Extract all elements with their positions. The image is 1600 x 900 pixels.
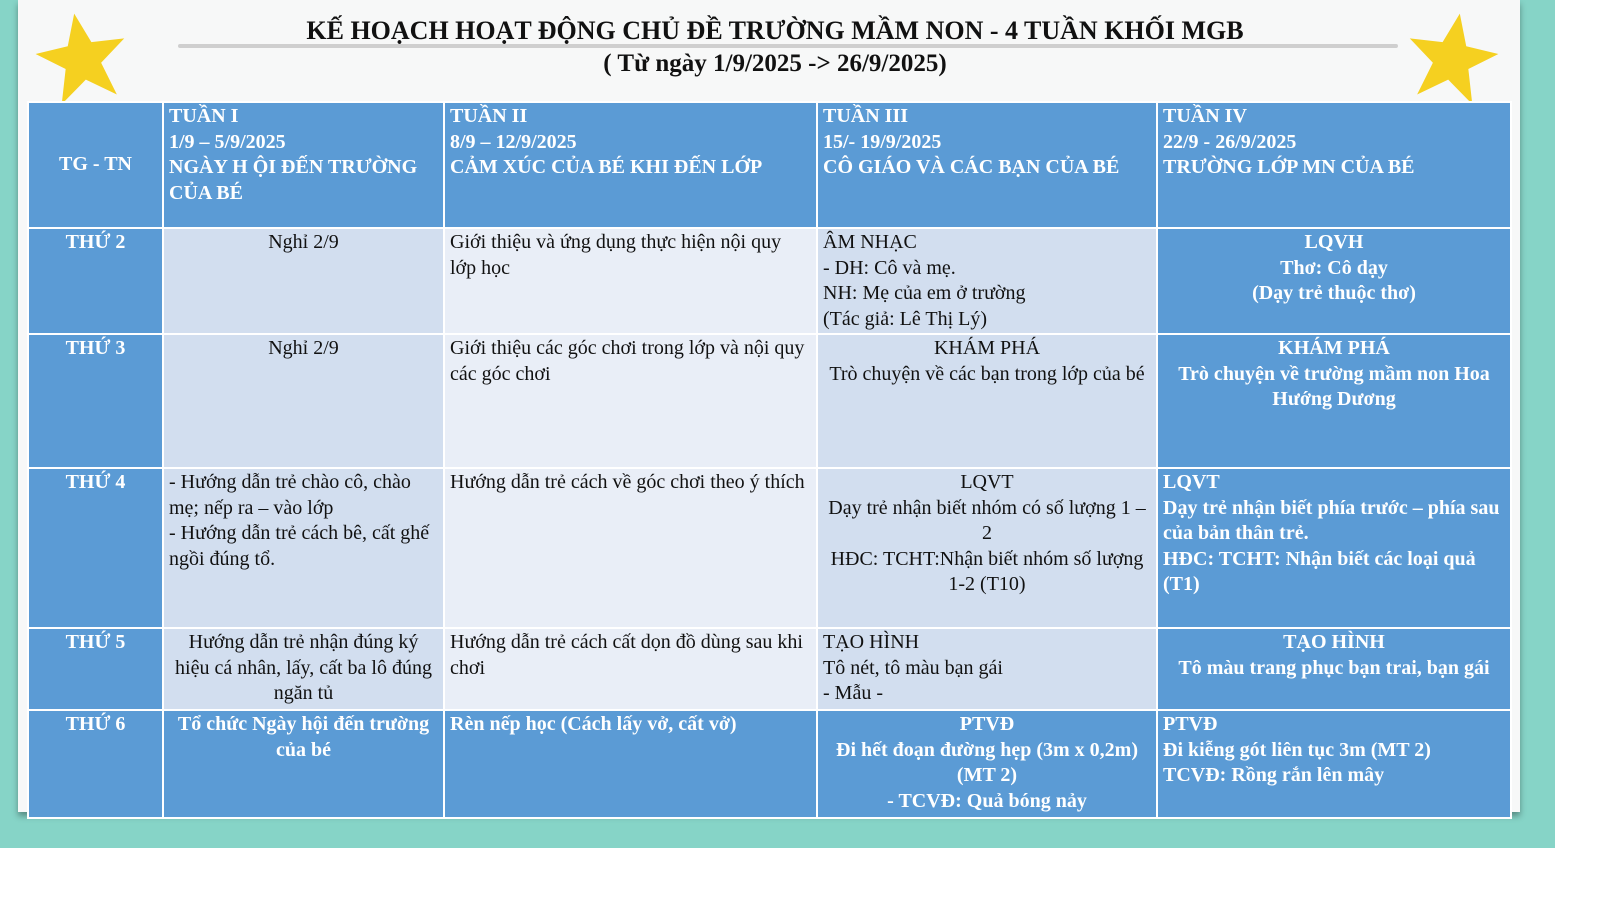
activity-cell: TẠO HÌNH Tô màu trang phục bạn trai, bạn… xyxy=(1156,627,1512,711)
week-label: TUẦN I xyxy=(169,105,239,127)
plan-table: TG - TN TUẦN I 1/9 – 5/9/2025 NGÀY H ỘI ĐẾN… xyxy=(27,101,1512,819)
day-cell: THỨ 3 xyxy=(27,333,164,469)
activity-cell: Hướng dẫn trẻ cách về góc chơi theo ý th… xyxy=(443,467,818,629)
week-theme: TRƯỜNG LỚP MN CỦA BÉ xyxy=(1163,156,1415,178)
page-title: KẾ HOẠCH HOẠT ĐỘNG CHỦ ĐỀ TRƯỜNG MẦM NON… xyxy=(306,16,1244,45)
activity-cell: PTVĐ Đi kiễng gót liên tục 3m (MT 2) TCV… xyxy=(1156,709,1512,819)
week-header: TUẦN I 1/9 – 5/9/2025 NGÀY H ỘI ĐẾN TRƯỜNG… xyxy=(162,101,445,229)
activity-cell: Rèn nếp học (Cách lấy vở, cất vở) xyxy=(443,709,818,819)
activity-cell: Hướng dẫn trẻ cách cất dọn đồ dùng sau k… xyxy=(443,627,818,711)
activity-cell: - Hướng dẫn trẻ chào cô, chào mẹ; nếp ra… xyxy=(162,467,445,629)
activity-cell: LQVT Dạy trẻ nhận biết nhóm có số lượng … xyxy=(816,467,1158,629)
week-dates: 15/- 19/9/2025 xyxy=(823,130,942,153)
day-cell: THỨ 4 xyxy=(27,467,164,629)
activity-cell: KHÁM PHÁ Trò chuyện về trường mầm non Ho… xyxy=(1156,333,1512,469)
week-header: TUẦN II 8/9 – 12/9/2025 CẢM XÚC CỦA BÉ KHI… xyxy=(443,101,818,229)
activity-cell: TẠO HÌNH Tô nét, tô màu bạn gái - Mẫu - xyxy=(816,627,1158,711)
week-label: TUẦN III xyxy=(823,105,909,127)
table-row: THỨ 5 Hướng dẫn trẻ nhận đúng ký hiệu cá … xyxy=(27,627,1512,711)
star-icon xyxy=(1409,13,1499,103)
week-header: TUẦN IV 22/9 - 26/9/2025 TRƯỜNG LỚP MN CỦA… xyxy=(1156,101,1512,229)
week-dates: 1/9 – 5/9/2025 xyxy=(169,130,286,153)
table-row: THỨ 2 Nghỉ 2/9 Giới thiệu và ứng dụng thực… xyxy=(27,227,1512,335)
activity-cell: Tổ chức Ngày hội đến trường của bé xyxy=(162,709,445,819)
week-theme: CẢM XÚC CỦA BÉ KHI ĐẾN LỚP xyxy=(450,156,763,178)
table-row: THỨ 6 Tổ chức Ngày hội đến trường của bé R… xyxy=(27,709,1512,819)
header-row: TG - TN TUẦN I 1/9 – 5/9/2025 NGÀY H ỘI ĐẾN… xyxy=(27,101,1512,229)
activity-cell: Nghỉ 2/9 xyxy=(162,227,445,335)
week-theme: CÔ GIÁO VÀ CÁC BẠN CỦA BÉ xyxy=(823,156,1120,178)
corner-cell: TG - TN xyxy=(27,101,164,229)
week-label: TUẦN II xyxy=(450,105,528,127)
activity-cell: Giới thiệu các góc chơi trong lớp và nội… xyxy=(443,333,818,469)
activity-cell: Nghỉ 2/9 xyxy=(162,333,445,469)
table-row: THỨ 4- Hướng dẫn trẻ chào cô, chào mẹ; n… xyxy=(27,467,1512,629)
activity-cell: PTVĐ Đi hết đoạn đường hẹp (3m x 0,2m) (… xyxy=(816,709,1158,819)
table-row: THỨ 3 Nghỉ 2/9 Giới thiệu các góc chơi tro… xyxy=(27,333,1512,469)
activity-cell: KHÁM PHÁ Trò chuyện về các bạn trong lớp… xyxy=(816,333,1158,469)
week-header: TUẦN III 15/- 19/9/2025 CÔ GIÁO VÀ CÁC BẠN… xyxy=(816,101,1158,229)
week-label: TUẦN IV xyxy=(1163,105,1247,127)
activity-cell: Hướng dẫn trẻ nhận đúng ký hiệu cá nhân,… xyxy=(162,627,445,711)
day-cell: THỨ 5 xyxy=(27,627,164,711)
star-icon xyxy=(35,13,125,103)
activity-cell: LQVT Dạy trẻ nhận biết phía trước – phía… xyxy=(1156,467,1512,629)
day-cell: THỨ 2 xyxy=(27,227,164,335)
title-underline xyxy=(178,44,1398,48)
page-subtitle: ( Từ ngày 1/9/2025 -> 26/9/2025) xyxy=(603,50,947,77)
week-dates: 22/9 - 26/9/2025 xyxy=(1163,130,1297,153)
week-theme: NGÀY H ỘI ĐẾN TRƯỜNG CỦA BÉ xyxy=(169,156,418,204)
activity-cell: LQVH Thơ: Cô dạy (Dạy trẻ thuộc thơ) xyxy=(1156,227,1512,335)
activity-cell: ÂM NHẠC - DH: Cô và mẹ. NH: Mẹ của em ở … xyxy=(816,227,1158,335)
activity-cell: Giới thiệu và ứng dụng thực hiện nội quy… xyxy=(443,227,818,335)
week-dates: 8/9 – 12/9/2025 xyxy=(450,130,577,153)
day-cell: THỨ 6 xyxy=(27,709,164,819)
